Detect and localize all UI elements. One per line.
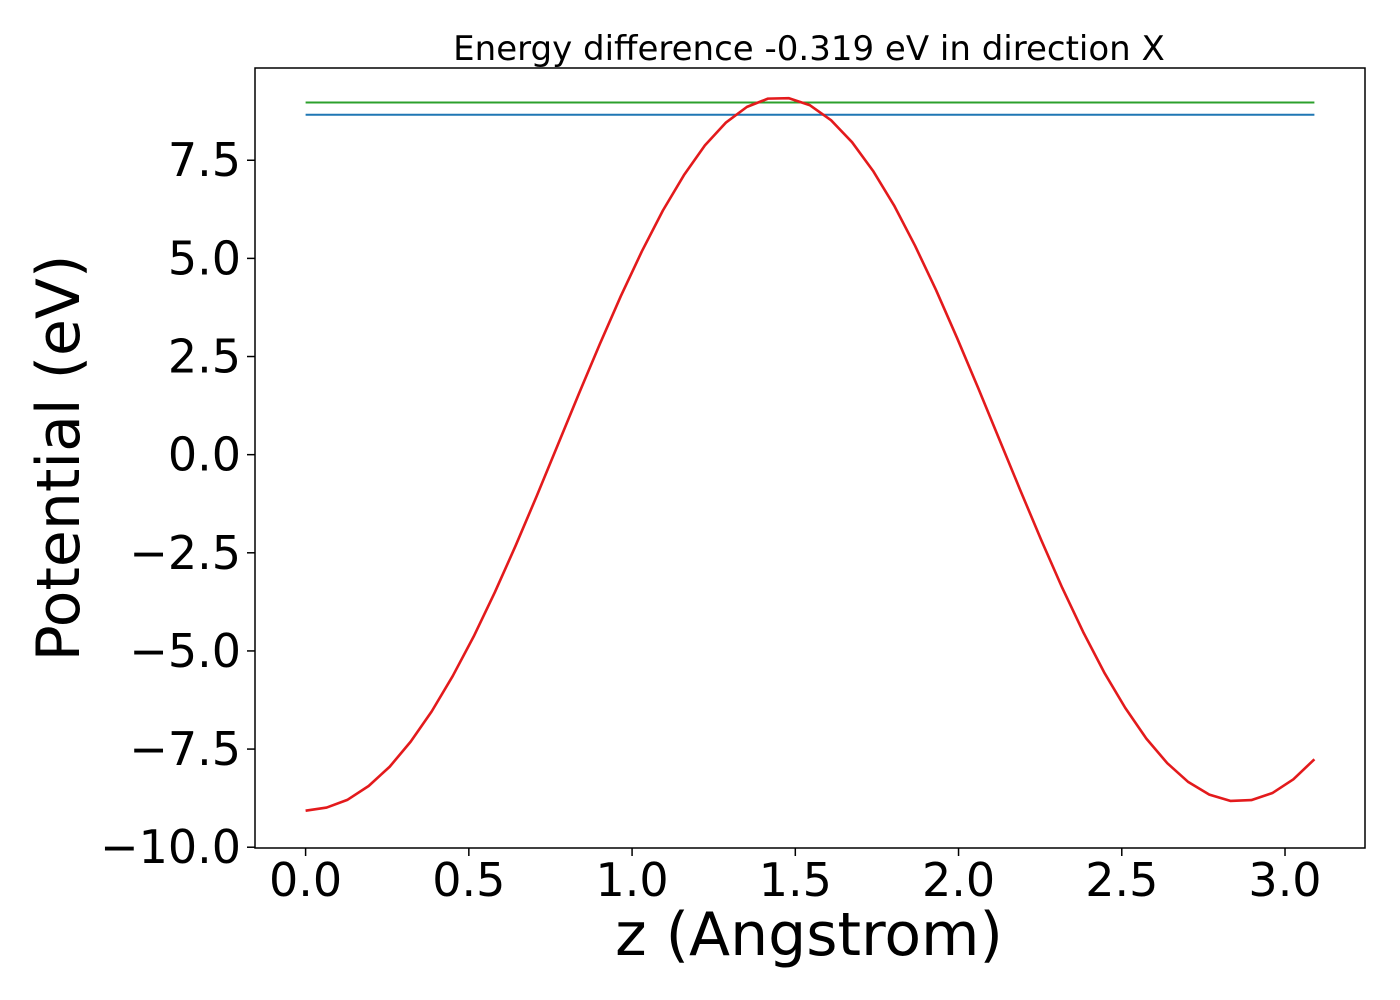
- x-axis-label: z (Angstrom): [615, 900, 1003, 970]
- y-tick-label: 7.5: [168, 133, 241, 187]
- x-tick-label: 2.5: [1085, 853, 1158, 907]
- y-tick-label: 2.5: [168, 330, 241, 384]
- x-axis: 0.0 0.5 1.0 1.5 2.0 2.5 3.0: [269, 848, 1322, 907]
- x-tick-label: 0.0: [269, 853, 342, 907]
- x-tick-label: 0.5: [432, 853, 505, 907]
- x-tick-label: 1.5: [759, 853, 832, 907]
- y-tick-label: 0.0: [168, 428, 241, 482]
- plot-frame: [254, 67, 1366, 849]
- y-axis-label: Potential (eV): [24, 255, 94, 662]
- y-tick-label: −2.5: [129, 526, 241, 580]
- series-line-2: [305, 96, 1316, 812]
- y-tick-label: 5.0: [168, 231, 241, 285]
- x-tick-label: 2.0: [922, 853, 995, 907]
- series-layer: [305, 96, 1316, 812]
- y-tick-label: −10.0: [100, 820, 241, 874]
- y-tick-label: −5.0: [129, 624, 241, 678]
- x-tick-label: 1.0: [595, 853, 668, 907]
- chart-title: Energy difference -0.319 eV in direction…: [453, 29, 1165, 69]
- x-tick-label: 3.0: [1248, 853, 1321, 907]
- y-tick-label: −7.5: [129, 722, 241, 776]
- y-axis: −10.0 −7.5 −5.0 −2.5 0.0 2.5 5.0 7.5: [100, 133, 255, 874]
